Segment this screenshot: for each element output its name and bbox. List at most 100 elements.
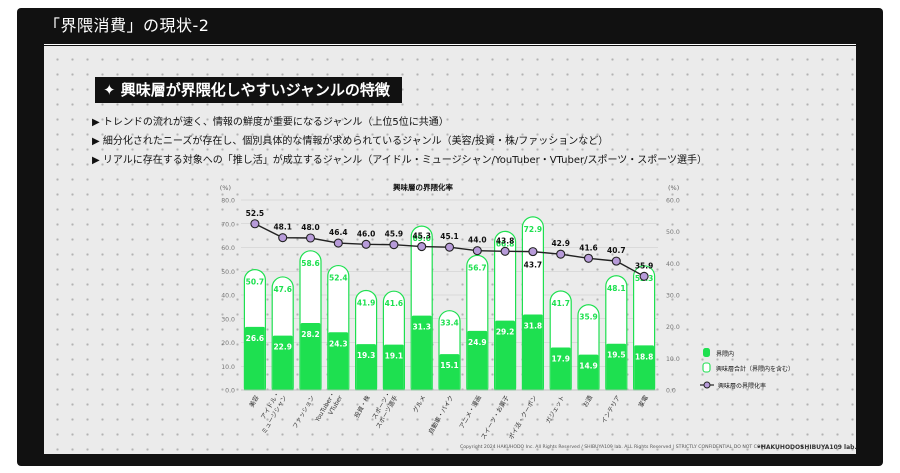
data-label-inner: 24.3 [329,339,348,348]
rate-marker [278,233,288,243]
rate-marker [556,249,566,259]
rate-marker [500,246,510,256]
data-label-total: 41.9 [357,298,376,307]
y-tick-left: 30.0 [221,316,235,323]
x-tick-label: スイーツ・お菓子 [479,394,511,441]
data-label-inner: 28.2 [301,330,320,339]
left-axis-unit: (%) [220,184,231,192]
rate-marker [639,271,649,281]
data-label-inner: 26.6 [246,334,265,343]
bullet-point-2: ▶ 細分化されたニーズが存在し、個別具体的な情報が求められているジャンル（美容/… [92,136,609,147]
baseline-cover [239,390,660,401]
data-label-rate: 45.3 [412,232,431,241]
headline-banner: ✦ 興味層が界隈化しやすいジャンルの特徴 [95,77,402,103]
footer-logo-shibuya109: SHIBUYA109 lab. [800,444,857,451]
rate-marker [333,238,343,248]
legend-label-total: 興味層合計（界隈内を含む） [716,365,794,373]
data-label-total: 47.6 [273,285,292,294]
bar-inner [411,315,432,398]
y-tick-right: 40.0 [666,261,680,268]
footer-copyright: Copyright 2024 HAKUHODO Inc. All Rights … [460,445,766,450]
rate-marker [361,239,371,249]
data-label-total: 33.4 [440,319,459,328]
bar-inner [328,332,349,398]
data-label-inner: 18.8 [635,352,654,361]
slide-title: 「界隈消費」の現状-2 [44,16,210,35]
y-tick-left: 40.0 [221,293,235,300]
legend-swatch-total [702,362,711,373]
data-label-rate: 42.9 [551,239,570,248]
y-tick-left: 60.0 [221,245,235,252]
data-label-rate: 52.5 [246,209,265,218]
bar-inner [578,354,599,398]
data-label-rate: 45.1 [440,232,459,241]
chart-title: 興味層の界隈化率 [393,182,453,192]
data-label-rate: 48.1 [273,223,292,232]
rate-marker [611,256,621,266]
data-label-total: 66.8 [496,239,515,248]
y-tick-left: 80.0 [221,198,235,205]
data-label-rate: 46.0 [357,229,376,238]
data-label-rate: 45.9 [385,230,404,239]
data-label-inner: 17.9 [551,354,570,363]
bar-inner [245,326,265,398]
y-tick-right: 10.0 [666,356,680,363]
data-label-total: 41.6 [385,299,404,308]
data-label-inner: 31.8 [524,321,543,330]
bar-inner [300,323,321,398]
bar-inner [550,347,571,398]
data-label-inner: 19.1 [385,352,404,361]
data-label-inner: 19.5 [607,351,626,360]
data-label-inner: 29.2 [496,328,515,337]
data-label-inner: 31.3 [412,323,431,332]
bar-inner [356,344,376,398]
data-label-total: 58.6 [301,259,320,268]
bullet-point-3: ▶ リアルに存在する対象への「推し活」が成立するジャンル（アイドル・ミュージシャ… [92,155,708,166]
bar-inner [495,320,515,398]
bar-inner [523,314,543,398]
data-label-rate: 48.0 [301,223,320,232]
data-label-total: 48.1 [607,284,626,293]
bar-inner [439,354,460,398]
data-label-rate: 46.4 [329,228,348,237]
bar-inner [272,335,293,398]
data-label-total: 35.9 [579,313,598,322]
x-tick-label: ポイ活・クーポン [507,394,539,441]
data-label-inner: 22.9 [273,343,292,352]
data-label-total: 56.7 [468,263,487,272]
rate-marker [472,246,482,256]
bullet-point-1: ▶ トレンドの流れが速く、情報の鮮度が重要になるジャンル（上位5位に共通） [92,117,449,128]
title-divider [44,44,856,45]
y-tick-left: 70.0 [221,221,235,228]
y-tick-left: 0.0 [225,388,235,395]
legend-marker-rate [703,381,711,389]
y-tick-left: 20.0 [221,340,235,347]
data-label-total: 72.9 [524,225,543,234]
legend-label-inner: 界隈内 [716,350,734,358]
y-tick-right: 30.0 [666,293,680,300]
rate-marker [528,247,538,257]
bar-inner [384,344,404,398]
right-axis-unit: (%) [668,184,679,192]
rate-marker [583,253,594,263]
data-label-rate: 40.7 [607,246,626,255]
data-label-inner: 24.9 [468,338,487,347]
data-label-inner: 19.3 [357,351,376,360]
y-tick-right: 20.0 [666,324,680,331]
rate-marker [250,219,260,229]
y-tick-right: 60.0 [666,198,680,205]
bar-inner [467,330,488,398]
bar-inner [606,343,627,398]
y-tick-left: 50.0 [221,269,235,276]
data-label-rate: 35.9 [635,261,654,270]
data-label-total: 52.4 [329,274,348,283]
data-label-rate: 43.7 [524,261,543,270]
legend-label-rate: 興味層の界隈化率 [718,382,766,390]
data-label-rate: 43.8 [496,236,515,245]
footer-logo-hakuhodo: •HAKUHODO• [757,444,804,451]
bar-inner [634,345,654,398]
data-label-total: 41.7 [551,299,570,308]
data-label-total: 69.0 [412,234,431,243]
rate-marker [444,242,455,252]
